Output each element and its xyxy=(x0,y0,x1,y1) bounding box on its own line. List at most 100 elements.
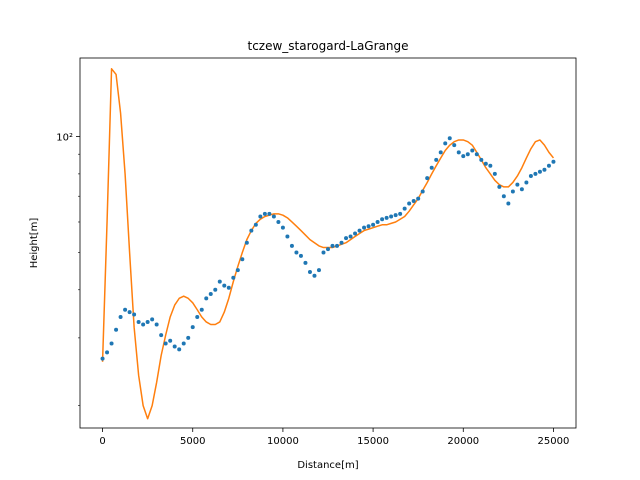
data-point xyxy=(118,314,123,319)
data-point xyxy=(483,161,488,166)
data-point xyxy=(429,165,434,170)
data-point xyxy=(109,341,114,346)
data-point xyxy=(226,285,231,290)
data-point xyxy=(506,201,511,206)
data-point xyxy=(204,296,209,301)
x-axis: 0 5000 10000 15000 20000 25000 xyxy=(99,428,569,447)
data-point xyxy=(546,163,551,168)
data-point xyxy=(380,217,385,222)
data-point xyxy=(497,184,502,189)
data-point xyxy=(474,152,479,157)
data-point xyxy=(375,219,380,224)
data-point xyxy=(443,141,448,146)
data-point xyxy=(321,250,326,255)
data-point xyxy=(371,222,376,227)
plot-frame xyxy=(79,57,577,429)
chart-title: tczew_starogard-LaGrange xyxy=(248,39,409,53)
data-point xyxy=(145,319,150,324)
data-point xyxy=(127,310,132,315)
points-layer xyxy=(100,136,556,361)
data-point xyxy=(528,173,533,178)
data-point xyxy=(519,187,524,192)
data-point xyxy=(510,189,515,194)
data-point xyxy=(461,154,466,159)
data-point xyxy=(384,215,389,220)
x-tick-label: 20000 xyxy=(447,436,479,447)
data-point xyxy=(488,163,493,168)
x-axis-label: Distance[m] xyxy=(297,460,358,471)
data-point xyxy=(294,250,299,255)
y-axis-label: Height[m] xyxy=(29,218,40,269)
data-point xyxy=(537,169,542,174)
data-point xyxy=(366,224,371,229)
data-point xyxy=(393,213,398,218)
data-point xyxy=(330,243,335,248)
data-point xyxy=(420,189,425,194)
data-point xyxy=(316,268,321,273)
data-point xyxy=(402,206,407,211)
data-point xyxy=(411,199,416,204)
data-point xyxy=(456,150,461,155)
data-point xyxy=(307,269,312,274)
data-point xyxy=(339,240,344,245)
data-point xyxy=(231,275,236,280)
data-point xyxy=(213,287,218,292)
data-point xyxy=(362,225,367,230)
data-point xyxy=(298,253,303,258)
data-point xyxy=(141,322,146,327)
data-point xyxy=(186,335,191,340)
data-point xyxy=(348,234,353,239)
data-point xyxy=(533,171,538,176)
data-point xyxy=(105,350,110,355)
data-point xyxy=(132,312,137,317)
data-point xyxy=(249,228,254,233)
data-point xyxy=(114,327,119,332)
data-point xyxy=(123,307,128,312)
data-point xyxy=(271,214,276,219)
x-tick-label: 5000 xyxy=(180,436,205,447)
data-point xyxy=(492,171,497,176)
data-point xyxy=(515,182,520,187)
data-point xyxy=(280,225,285,230)
plot-area xyxy=(79,57,577,429)
data-point xyxy=(199,307,204,312)
data-point xyxy=(501,194,506,199)
data-point xyxy=(438,150,443,155)
data-point xyxy=(235,268,240,273)
data-point xyxy=(353,231,358,236)
data-point xyxy=(416,196,421,201)
y-axis: 10² xyxy=(56,133,80,406)
data-point xyxy=(447,136,452,141)
data-point xyxy=(159,333,164,338)
data-point xyxy=(407,201,412,206)
data-point xyxy=(524,180,529,185)
data-point xyxy=(190,325,195,330)
data-point xyxy=(253,222,258,227)
data-point xyxy=(177,347,182,352)
data-point xyxy=(181,341,186,346)
data-point xyxy=(389,214,394,219)
data-point xyxy=(262,211,267,216)
data-point xyxy=(398,211,403,216)
data-point xyxy=(357,228,362,233)
x-tick-label: 0 xyxy=(99,436,105,447)
data-point xyxy=(289,243,294,248)
data-point xyxy=(551,159,556,164)
data-point xyxy=(425,176,430,181)
data-point xyxy=(100,356,105,361)
data-point xyxy=(208,292,213,297)
data-point xyxy=(470,148,475,153)
data-point xyxy=(258,214,263,219)
data-point xyxy=(195,314,200,319)
data-point xyxy=(312,273,317,278)
data-point xyxy=(240,257,245,262)
data-point xyxy=(222,283,227,288)
data-point xyxy=(244,240,249,245)
data-point xyxy=(479,157,484,162)
data-point xyxy=(163,341,168,346)
data-point xyxy=(326,247,330,252)
data-point xyxy=(335,243,340,248)
data-point xyxy=(285,234,290,239)
data-point xyxy=(136,319,141,324)
